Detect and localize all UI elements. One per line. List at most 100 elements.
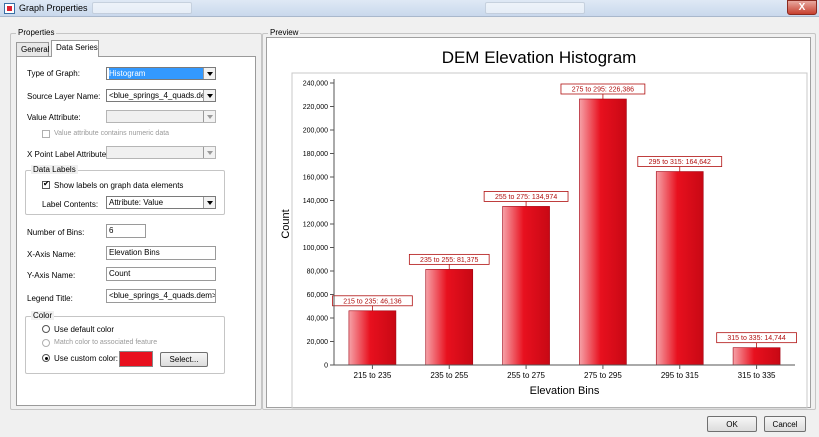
properties-group: Properties <box>10 28 262 410</box>
source-layer-label: Source Layer Name: <box>27 92 101 101</box>
histogram-bar <box>502 206 550 366</box>
label-contents-label: Label Contents: <box>42 200 99 209</box>
legend-title-input[interactable]: <blue_springs_4_quads.dem> B <box>106 289 216 303</box>
chevron-down-icon <box>203 111 215 122</box>
y-tick-label: 140,000 <box>303 198 328 205</box>
label-contents-select[interactable]: Attribute: Value <box>106 196 216 209</box>
value-attribute-select[interactable] <box>106 110 216 123</box>
source-layer-select[interactable]: <blue_springs_4_quads.dem <box>106 89 216 102</box>
close-button[interactable]: X <box>787 0 817 15</box>
preview-panel: DEM Elevation Histogram 0 20,000 40,000 60,… <box>266 37 811 409</box>
histogram-bar <box>348 310 397 366</box>
y-tick-label: 60,000 <box>307 292 329 299</box>
show-labels-checkbox[interactable] <box>42 179 50 189</box>
custom-color-radio[interactable] <box>42 354 50 362</box>
show-labels-label: Show labels on graph data elements <box>54 181 184 190</box>
x-axis-name-label: X-Axis Name: <box>27 250 76 259</box>
chevron-down-icon <box>203 197 215 208</box>
number-of-bins-input[interactable]: 6 <box>106 224 146 238</box>
x-tick-label: 215 to 235 <box>354 371 392 380</box>
data-label-box <box>408 253 490 265</box>
histogram-bar <box>425 269 474 366</box>
y-axis-name-label: Y-Axis Name: <box>27 271 76 280</box>
custom-color-swatch[interactable] <box>119 351 153 367</box>
number-of-bins-label: Number of Bins: <box>27 228 85 237</box>
data-label: 295 to 315: 164,642 <box>649 159 711 166</box>
numeric-data-label: Value attribute contains numeric data <box>54 130 170 137</box>
default-color-radio[interactable] <box>42 325 50 333</box>
match-color-label: Match color to associated feature <box>54 339 158 346</box>
y-tick-label: 100,000 <box>303 245 328 252</box>
select-color-button[interactable]: Select... <box>160 352 208 367</box>
chevron-down-icon <box>203 68 215 79</box>
tab-data-series-label: Data Series <box>56 43 98 52</box>
tab-general[interactable]: General <box>16 42 49 56</box>
properties-group-label: Properties <box>16 28 57 37</box>
y-tick-label: 120,000 <box>303 222 328 229</box>
window-title: Graph Properties <box>19 3 88 13</box>
y-tick-label: 80,000 <box>307 269 329 276</box>
data-label-box <box>637 156 723 167</box>
y-tick-label: 180,000 <box>303 151 328 158</box>
chevron-down-icon <box>203 90 215 101</box>
ok-button[interactable]: OK <box>707 416 757 432</box>
data-label-box <box>332 295 413 307</box>
custom-color-label: Use custom color: <box>54 354 119 363</box>
cancel-button[interactable]: Cancel <box>764 416 806 432</box>
histogram-bar <box>655 171 704 366</box>
y-tick-label: 200,000 <box>303 128 328 135</box>
color-group: Color <box>25 311 225 374</box>
data-label: 255 to 275: 134,974 <box>495 194 557 201</box>
x-tick-label: 295 to 315 <box>661 371 699 380</box>
legend-title-label: Legend Title: <box>27 294 73 303</box>
y-tick-label: 220,000 <box>303 104 328 111</box>
data-label: 315 to 335: 14,744 <box>727 335 785 342</box>
default-color-label: Use default color <box>54 325 115 334</box>
color-group-label: Color <box>31 311 55 320</box>
type-of-graph-select[interactable]: Histogram <box>106 67 216 80</box>
tab-data-series[interactable]: Data Series <box>51 40 99 57</box>
data-label: 235 to 255: 81,375 <box>420 257 478 264</box>
data-label: 215 to 235: 46,136 <box>343 298 401 305</box>
histogram-chart: DEM Elevation Histogram 0 20,000 40,000 60,… <box>280 48 808 409</box>
y-tick-label: 240,000 <box>303 81 328 88</box>
y-tick-label: 0 <box>324 363 328 370</box>
y-tick-label: 40,000 <box>307 316 329 323</box>
source-layer-value: <blue_springs_4_quads.dem <box>109 91 203 100</box>
data-label-box <box>716 332 797 344</box>
numeric-data-checkbox[interactable] <box>42 130 50 138</box>
histogram-bar <box>579 98 627 366</box>
x-tick-label: 235 to 255 <box>430 371 468 380</box>
y-tick-label: 20,000 <box>307 339 329 346</box>
x-axis-name-input[interactable]: Elevation Bins <box>106 246 216 260</box>
data-labels-group: Data Labels <box>25 165 225 215</box>
data-label-box <box>483 191 569 202</box>
chart-title: DEM Elevation Histogram <box>442 48 637 67</box>
bars <box>348 98 781 366</box>
chevron-down-icon <box>203 147 215 158</box>
x-tick-label: 315 to 335 <box>738 371 776 380</box>
x-axis-ticks: 215 to 235 235 to 255 255 to 275 275 to 295… <box>354 365 776 380</box>
chart-frame <box>291 72 808 409</box>
label-contents-value: Attribute: Value <box>109 198 164 207</box>
match-color-radio[interactable] <box>42 339 50 347</box>
y-axis-ticks: 0 20,000 40,000 60,000 80,000 100,000 120,000 1… <box>303 81 334 370</box>
x-tick-label: 255 to 275 <box>507 371 545 380</box>
type-of-graph-value: Histogram <box>109 68 203 79</box>
data-label: 275 to 295: 226,386 <box>572 86 634 93</box>
tab-general-label: General <box>21 45 50 54</box>
title-bar: Graph Properties X <box>0 0 819 17</box>
data-label-box <box>560 83 646 95</box>
histogram-bar <box>732 347 781 366</box>
background-window-ghost <box>92 2 192 14</box>
data-labels: 215 to 235: 46,136 235 to 255: 81,375 255 … <box>332 83 797 348</box>
panel-edge <box>256 56 258 406</box>
preview-group-label: Preview <box>268 28 301 37</box>
type-of-graph-label: Type of Graph: <box>27 69 80 78</box>
x-point-label-select[interactable] <box>106 146 216 159</box>
x-axis-label: Elevation Bins <box>530 385 600 397</box>
y-axis-name-input[interactable]: Count <box>106 267 216 281</box>
x-point-label-label: X Point Label Attribute: <box>27 150 109 159</box>
y-axis-label: Count <box>280 209 292 238</box>
background-window-ghost <box>485 2 585 14</box>
